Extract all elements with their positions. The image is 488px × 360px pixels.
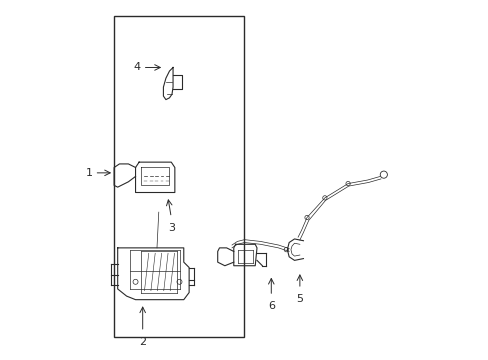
- Text: 2: 2: [139, 337, 146, 347]
- Text: 5: 5: [296, 294, 303, 304]
- Bar: [114, 16, 244, 337]
- Text: 3: 3: [167, 223, 174, 233]
- Text: 6: 6: [267, 301, 274, 311]
- Text: 1: 1: [85, 168, 93, 178]
- Text: 4: 4: [134, 63, 141, 72]
